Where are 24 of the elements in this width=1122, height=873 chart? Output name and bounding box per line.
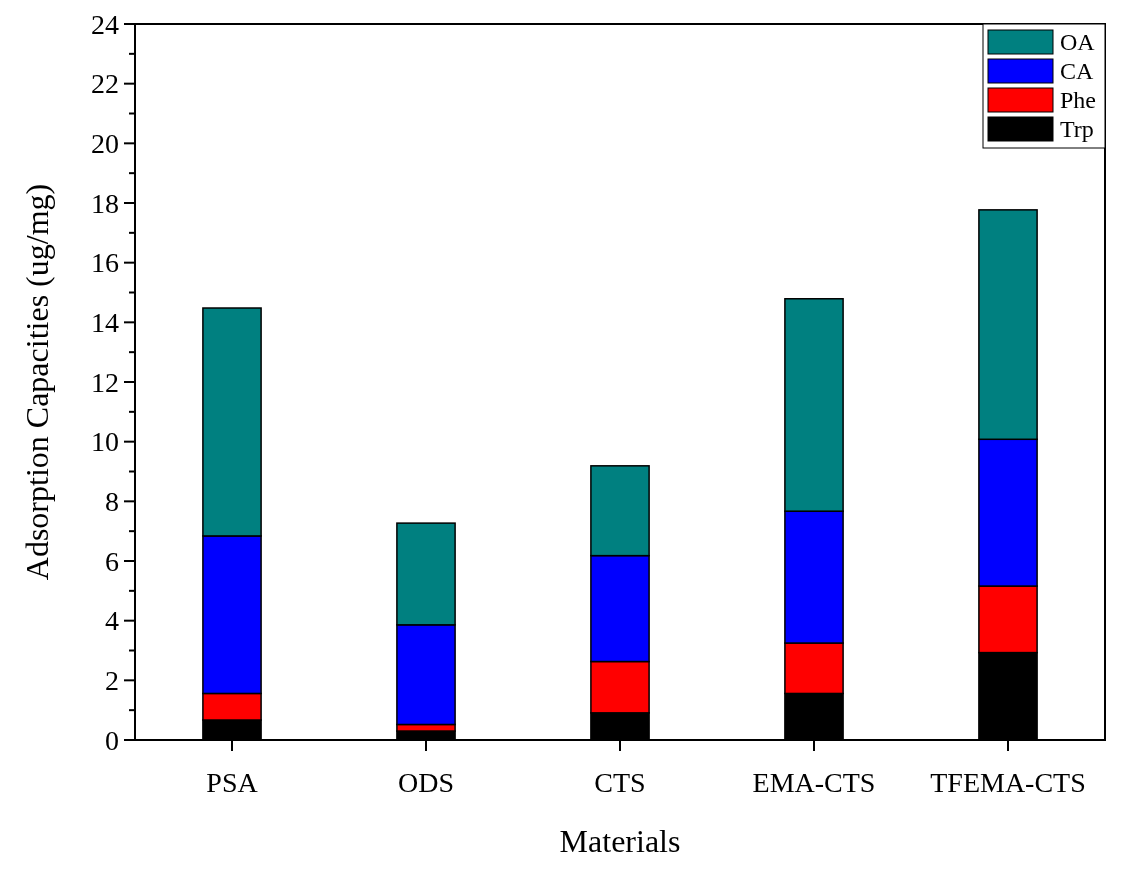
x-tick-label: ODS xyxy=(397,767,455,798)
y-tick-label: 0 xyxy=(105,724,119,756)
legend-label: CA xyxy=(1060,58,1095,85)
legend-label: Phe xyxy=(1060,87,1096,114)
y-tick-label: 8 xyxy=(105,486,119,518)
y-tick-label: 22 xyxy=(91,68,119,100)
x-axis-title: Materials xyxy=(559,823,681,859)
x-tick-label: TFEMA-CTS xyxy=(930,767,1086,798)
y-tick-label: 12 xyxy=(91,366,119,398)
y-tick-label: 6 xyxy=(105,545,119,577)
y-tick-label: 18 xyxy=(91,187,119,219)
x-tick-label: CTS xyxy=(594,767,646,798)
y-tick-label: 16 xyxy=(91,247,119,279)
y-axis-title: Adsorption Capacities (ug/mg) xyxy=(19,183,55,581)
y-tick-label: 24 xyxy=(91,8,119,40)
y-tick-label: 2 xyxy=(105,665,119,697)
y-tick-label: 10 xyxy=(91,426,119,458)
legend-label: OA xyxy=(1060,29,1096,56)
legend-label: Trp xyxy=(1060,116,1094,143)
x-tick-label: PSA xyxy=(206,767,259,798)
y-tick-label: 20 xyxy=(91,128,119,160)
x-tick-label: EMA-CTS xyxy=(752,767,876,798)
y-tick-label: 4 xyxy=(105,605,119,637)
y-tick-label: 14 xyxy=(91,307,119,339)
